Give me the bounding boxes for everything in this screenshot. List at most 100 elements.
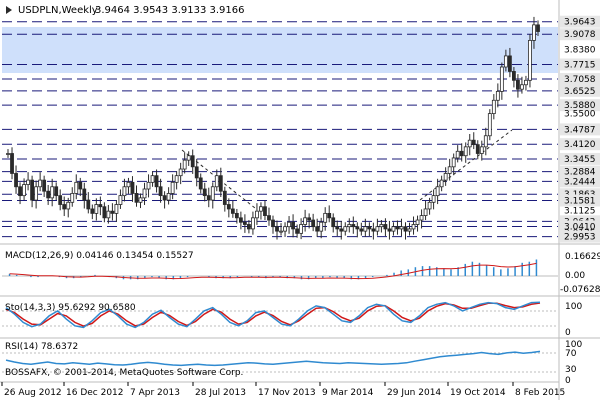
price-axis: 3.9643 3.9078 3.8380 3.7715 3.7058 3.6525 3.58… bbox=[560, 15, 600, 243]
candle-body bbox=[170, 181, 175, 194]
rsi-label: RSI(14) 78.6372 bbox=[5, 342, 78, 352]
stochastic-label: Sto(14,3,3) 95.6292 90.6580 bbox=[5, 303, 136, 313]
candle-body bbox=[495, 91, 500, 101]
candle-body bbox=[455, 150, 460, 159]
candle-body bbox=[202, 188, 207, 197]
price-tick-label: 3.4787 bbox=[564, 125, 596, 135]
candle-body bbox=[66, 201, 71, 210]
candle-body bbox=[98, 204, 103, 208]
price-tick-label: 3.3455 bbox=[564, 155, 596, 165]
candle-body bbox=[138, 197, 143, 203]
candle-body bbox=[198, 177, 203, 190]
candle-body bbox=[371, 228, 376, 232]
candle-body bbox=[524, 79, 528, 86]
candle-body bbox=[251, 217, 255, 230]
candle-body bbox=[407, 228, 412, 232]
chart-symbol-marker-icon bbox=[6, 6, 12, 14]
candle-body bbox=[335, 226, 340, 230]
date-tick-label: 9 Mar 2014 bbox=[322, 388, 374, 398]
candle-body bbox=[150, 175, 155, 183]
candle-body bbox=[86, 199, 91, 210]
candle-body bbox=[499, 66, 504, 92]
candle-body bbox=[271, 219, 275, 228]
candle-body bbox=[174, 175, 179, 183]
candle-body bbox=[58, 195, 63, 205]
rsi-line bbox=[5, 350, 541, 367]
stochastic-tick-bottom: 0 bbox=[565, 328, 571, 338]
price-tick-label: 3.5880 bbox=[564, 101, 596, 111]
chart-ohlc: 3.9464 3.9543 3.9133 3.9166 bbox=[95, 5, 245, 16]
candle-body bbox=[512, 71, 516, 81]
candle-body bbox=[6, 153, 10, 155]
candle-body bbox=[214, 175, 219, 188]
candle-body bbox=[218, 175, 223, 192]
candle-body bbox=[516, 79, 520, 90]
candle-body bbox=[30, 179, 34, 201]
candle-body bbox=[347, 224, 352, 228]
candle-body bbox=[247, 224, 251, 230]
rsi-panel[interactable]: RSI(14) 78.6372 BOSSAFX, © 2001-2014, Me… bbox=[2, 340, 582, 386]
candle-body bbox=[359, 228, 364, 232]
price-tick-label: 3.1125 bbox=[564, 207, 596, 217]
price-level-lines bbox=[2, 21, 558, 238]
candle-body bbox=[283, 226, 287, 232]
macd-tick-top: 0.16629 bbox=[565, 252, 600, 262]
candle-body bbox=[415, 219, 420, 225]
rsi-tick-70: 70 bbox=[565, 349, 577, 359]
candle-body bbox=[102, 206, 107, 219]
price-band-mid bbox=[2, 60, 558, 73]
price-tick-label: 3.7058 bbox=[564, 75, 596, 85]
candle-body bbox=[451, 157, 456, 168]
candle-body bbox=[351, 224, 356, 228]
date-tick-label: 28 Jul 2013 bbox=[195, 388, 246, 398]
candle-body bbox=[226, 204, 231, 210]
price-tick-label: 3.9643 bbox=[564, 18, 596, 28]
candle-body bbox=[126, 181, 131, 188]
candle-body bbox=[54, 186, 59, 197]
candle-body bbox=[467, 139, 472, 148]
price-series bbox=[6, 16, 540, 240]
candle-body bbox=[14, 173, 18, 188]
candle-body bbox=[162, 195, 167, 201]
candle-body bbox=[190, 155, 195, 168]
stochastic-panel[interactable]: Sto(14,3,3) 95.6292 90.6580 100 0 bbox=[2, 301, 582, 338]
candle-body bbox=[291, 221, 295, 230]
candle-body bbox=[166, 193, 171, 201]
candle-body bbox=[487, 113, 492, 137]
candle-body bbox=[18, 186, 22, 197]
candle-body bbox=[242, 221, 247, 225]
candle-body bbox=[343, 226, 348, 232]
candle-body bbox=[375, 226, 380, 232]
candle-body bbox=[230, 208, 235, 214]
candle-body bbox=[379, 224, 384, 228]
candle-body bbox=[423, 208, 428, 217]
candle-body bbox=[491, 99, 496, 114]
date-tick-label: 29 Jun 2014 bbox=[387, 388, 441, 398]
candle-body bbox=[42, 179, 47, 192]
date-tick-label: 7 Apr 2013 bbox=[130, 388, 180, 398]
candle-body bbox=[130, 181, 135, 194]
candle-body bbox=[142, 188, 147, 199]
price-tick-label: 3.5500 bbox=[564, 110, 596, 120]
copyright-label: BOSSAFX, © 2001-2014, MetaQuotes Softwar… bbox=[5, 368, 243, 378]
candle-body bbox=[319, 221, 324, 232]
price-tick-label: 3.6525 bbox=[564, 87, 596, 97]
price-tick-label: 3.1581 bbox=[564, 197, 596, 207]
candle-body bbox=[182, 159, 187, 170]
candle-body bbox=[419, 215, 424, 221]
time-axis: 26 Aug 2012 16 Dec 2012 7 Apr 2013 28 Jul 2… bbox=[0, 381, 565, 398]
macd-panel[interactable]: MACD(12,26,9) 0.04146 0.13454 0.15527 0.… bbox=[2, 251, 600, 295]
price-panel[interactable]: USDPLN,Weekly 3.9464 3.9543 3.9133 3.916… bbox=[2, 5, 558, 240]
macd-label: MACD(12,26,9) 0.04146 0.13454 0.15527 bbox=[5, 251, 194, 261]
price-band-upper bbox=[2, 27, 558, 60]
price-tick-label: 3.0410 bbox=[564, 222, 596, 232]
candle-body bbox=[50, 186, 55, 199]
rsi-tick-30: 30 bbox=[565, 365, 577, 375]
candle-body bbox=[463, 146, 468, 157]
candle-body bbox=[307, 217, 312, 221]
stochastic-tick-top: 100 bbox=[565, 302, 582, 312]
candle-body bbox=[279, 230, 283, 233]
candle-body bbox=[34, 186, 39, 201]
candle-body bbox=[427, 201, 432, 210]
